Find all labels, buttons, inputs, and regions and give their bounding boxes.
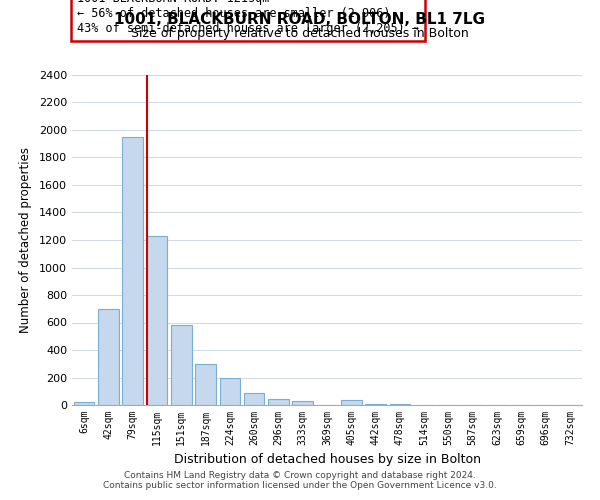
- Bar: [195, 364, 216, 405]
- Bar: [292, 401, 313, 405]
- Text: Size of property relative to detached houses in Bolton: Size of property relative to detached ho…: [131, 28, 469, 40]
- Bar: [220, 378, 240, 405]
- Text: 1001, BLACKBURN ROAD, BOLTON, BL1 7LG: 1001, BLACKBURN ROAD, BOLTON, BL1 7LG: [115, 12, 485, 28]
- Bar: [171, 325, 191, 405]
- Text: 1001 BLACKBURN ROAD: 121sqm
← 56% of detached houses are smaller (2,906)
43% of : 1001 BLACKBURN ROAD: 121sqm ← 56% of det…: [77, 0, 419, 36]
- Bar: [268, 399, 289, 405]
- Bar: [365, 404, 386, 405]
- Y-axis label: Number of detached properties: Number of detached properties: [19, 147, 32, 333]
- Bar: [244, 394, 265, 405]
- Text: Contains HM Land Registry data © Crown copyright and database right 2024.
Contai: Contains HM Land Registry data © Crown c…: [103, 470, 497, 490]
- Bar: [98, 308, 119, 405]
- Bar: [74, 402, 94, 405]
- Bar: [341, 400, 362, 405]
- Bar: [389, 404, 410, 405]
- Bar: [122, 137, 143, 405]
- Bar: [146, 236, 167, 405]
- X-axis label: Distribution of detached houses by size in Bolton: Distribution of detached houses by size …: [173, 454, 481, 466]
